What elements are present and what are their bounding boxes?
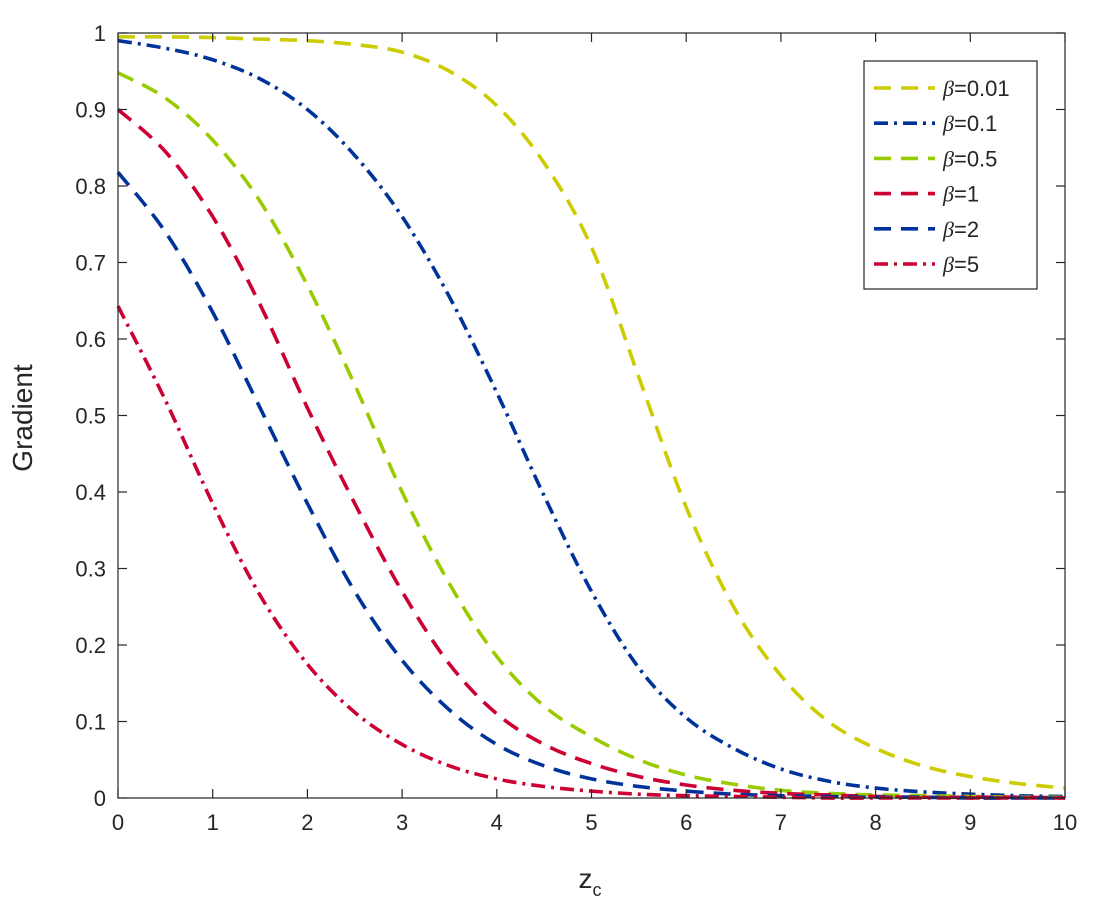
- x-tick-label: 3: [396, 810, 408, 835]
- legend-beta-symbol: β: [942, 146, 954, 171]
- legend-label-5: β=5: [942, 252, 979, 277]
- legend-beta-symbol: β: [942, 217, 954, 242]
- x-tick-label: 9: [964, 810, 976, 835]
- y-tick-label: 0.9: [75, 98, 106, 123]
- legend-series-name: =1: [954, 182, 979, 207]
- legend-label-4: β=2: [942, 217, 979, 242]
- tick-layer: 0 1 2 3 4 5 6 7 8 9 10 0 0.1 0.2 0.3 0.4 0.5 0.6 0.7 0.8 0.9…: [75, 21, 1077, 835]
- x-axis-label: zc: [579, 863, 602, 900]
- x-tick-label: 1: [207, 810, 219, 835]
- legend-beta-symbol: β: [942, 182, 954, 207]
- legend-beta-symbol: β: [942, 76, 954, 101]
- legend-beta-symbol: β: [942, 111, 954, 136]
- y-tick-label: 0.8: [75, 174, 106, 199]
- y-tick-label: 0.7: [75, 251, 106, 276]
- y-tick-label: 0.3: [75, 557, 106, 582]
- series-line-5: [116, 305, 1065, 800]
- legend-box: [863, 60, 1038, 290]
- y-tick-label: 0.5: [75, 404, 106, 429]
- x-axis-label-subscript: c: [593, 880, 602, 900]
- x-tick-label: 0: [112, 810, 124, 835]
- series-line-0: [117, 34, 1066, 790]
- legend-label-1: β=0.1: [942, 111, 997, 136]
- x-tick-label: 5: [585, 810, 597, 835]
- x-axis-label-main: z: [579, 863, 593, 894]
- legend-series-name: =0.01: [954, 76, 1010, 101]
- y-tick-label: 0.1: [75, 710, 106, 735]
- legend-label-0: β=0.01: [942, 76, 1010, 101]
- series-line-1: [117, 38, 1066, 799]
- series-line-4: [116, 171, 1065, 800]
- legend-series-name: =2: [954, 217, 979, 242]
- series-line-2: [117, 71, 1066, 800]
- legend-series-name: =5: [954, 252, 979, 277]
- x-tick-label: 8: [869, 810, 881, 835]
- legend-label-2: β=0.5: [942, 146, 997, 171]
- legend-series-name: =0.1: [954, 111, 997, 136]
- y-tick-label: 0: [94, 786, 106, 811]
- legend: β=0.01β=0.1β=0.5β=1β=2β=5: [863, 60, 1038, 290]
- y-tick-label: 0.6: [75, 327, 106, 352]
- y-tick-label: 0.4: [75, 480, 106, 505]
- y-tick-label: 1: [94, 21, 106, 46]
- x-tick-label: 2: [301, 810, 313, 835]
- legend-label-3: β=1: [942, 182, 979, 207]
- legend-items: β=0.01β=0.1β=0.5β=1β=2β=5: [874, 76, 1010, 277]
- legend-series-name: =0.5: [954, 146, 997, 171]
- x-tick-label: 7: [775, 810, 787, 835]
- series-layer: [116, 34, 1066, 800]
- y-axis-label: Gradient: [7, 364, 38, 472]
- y-tick-label: 0.2: [75, 633, 106, 658]
- series-line-3: [116, 108, 1066, 800]
- x-tick-label: 4: [491, 810, 503, 835]
- x-tick-label: 6: [680, 810, 692, 835]
- x-tick-label: 10: [1053, 810, 1077, 835]
- legend-beta-symbol: β: [942, 252, 954, 277]
